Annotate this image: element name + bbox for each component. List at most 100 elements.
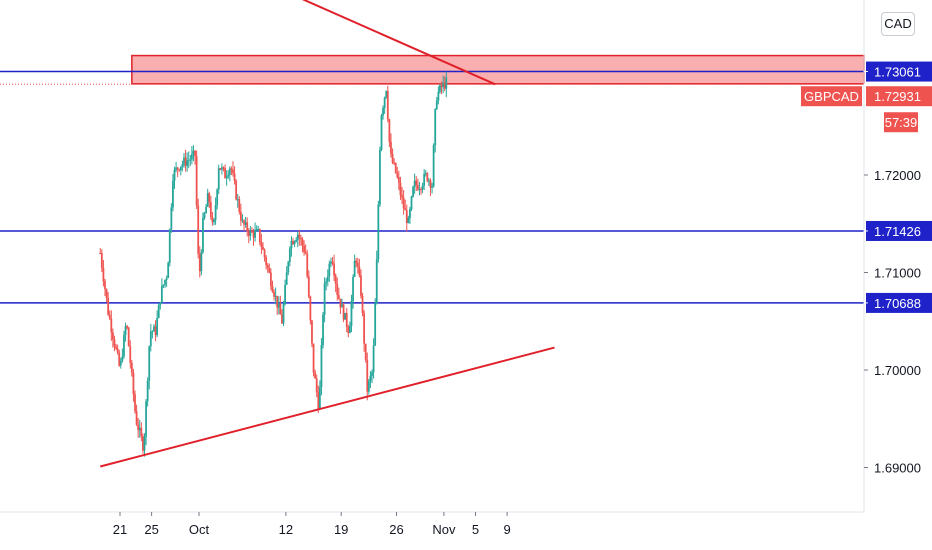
candle-body-173[interactable]	[372, 345, 375, 373]
candle-body-101[interactable]	[258, 228, 261, 243]
candle-body-168[interactable]	[364, 343, 367, 360]
candle-body-21[interactable]	[132, 372, 135, 395]
candle-body-6[interactable]	[108, 314, 111, 319]
candle-body-84[interactable]	[232, 169, 234, 174]
candle-body-85[interactable]	[233, 173, 236, 181]
candle-body-48[interactable]	[175, 167, 177, 170]
candle-body-58[interactable]	[190, 154, 193, 160]
candle-body-110[interactable]	[273, 291, 275, 297]
candle-body-188[interactable]	[396, 172, 399, 178]
candle-body-123[interactable]	[293, 241, 296, 245]
candle-body-196[interactable]	[409, 209, 411, 219]
candle-body-155[interactable]	[344, 312, 347, 320]
candle-body-88[interactable]	[238, 199, 241, 212]
candle-body-35[interactable]	[154, 326, 157, 336]
candle-body-140[interactable]	[320, 345, 323, 388]
candle-body-138[interactable]	[317, 392, 320, 410]
candle-body-193[interactable]	[404, 208, 407, 211]
candle-body-170[interactable]	[367, 380, 370, 392]
candle-body-47[interactable]	[173, 169, 176, 181]
candle-body-203[interactable]	[420, 189, 422, 191]
candle-body-159[interactable]	[350, 301, 353, 327]
candle-body-16[interactable]	[124, 326, 127, 336]
candle-body-205[interactable]	[423, 173, 426, 186]
candle-body-55[interactable]	[186, 160, 189, 166]
candle-body-182[interactable]	[386, 91, 389, 120]
candle-body-109[interactable]	[271, 286, 274, 292]
candle-body-86[interactable]	[235, 180, 238, 200]
candle-body-190[interactable]	[399, 182, 402, 195]
candle-body-141[interactable]	[322, 314, 324, 346]
candle-body-104[interactable]	[263, 249, 266, 258]
candle-body-134[interactable]	[311, 320, 313, 344]
candle-body-2[interactable]	[102, 267, 105, 282]
candle-body-87[interactable]	[236, 199, 239, 201]
plot-area[interactable]	[0, 0, 865, 468]
candle-body-53[interactable]	[183, 157, 185, 165]
candle-body-111[interactable]	[274, 295, 277, 297]
candle-body-96[interactable]	[251, 230, 253, 233]
candle-body-100[interactable]	[257, 228, 260, 230]
candle-body-1[interactable]	[100, 253, 103, 268]
candle-body-73[interactable]	[214, 205, 217, 220]
candle-body-135[interactable]	[312, 343, 315, 373]
candle-body-154[interactable]	[342, 304, 345, 320]
candle-body-30[interactable]	[146, 380, 149, 402]
candle-body-98[interactable]	[254, 230, 256, 238]
candle-body-63[interactable]	[198, 253, 201, 272]
candle-body-97[interactable]	[252, 232, 255, 238]
candle-body-65[interactable]	[202, 218, 204, 253]
candle-body-60[interactable]	[194, 150, 196, 157]
candle-body-14[interactable]	[121, 356, 124, 361]
candle-body-201[interactable]	[416, 185, 419, 190]
candle-body-79[interactable]	[224, 167, 226, 179]
candle-body-67[interactable]	[205, 206, 208, 214]
time-axis[interactable]: 21 25 Oct 12 19 26 Nov 5 9	[113, 512, 511, 537]
candle-body-17[interactable]	[126, 326, 129, 328]
candle-body-167[interactable]	[363, 312, 366, 344]
candle-body-69[interactable]	[208, 193, 211, 203]
candle-body-18[interactable]	[127, 327, 130, 347]
candle-body-81[interactable]	[227, 174, 230, 177]
candle-body-158[interactable]	[348, 326, 351, 334]
candle-body-150[interactable]	[336, 283, 339, 296]
candle-body-105[interactable]	[265, 257, 268, 265]
candle-body-124[interactable]	[295, 239, 298, 242]
candle-body-213[interactable]	[435, 100, 438, 110]
candle-body-204[interactable]	[421, 185, 424, 190]
candle-body-131[interactable]	[306, 253, 309, 277]
candle-body-189[interactable]	[397, 177, 400, 183]
candle-body-99[interactable]	[255, 229, 258, 231]
candle-body-62[interactable]	[197, 205, 200, 254]
candle-body-186[interactable]	[393, 162, 396, 164]
candle-body-32[interactable]	[149, 331, 152, 347]
candle-body-7[interactable]	[110, 318, 113, 333]
candle-body-108[interactable]	[269, 272, 272, 287]
candle-body-54[interactable]	[184, 157, 187, 166]
candle-body-164[interactable]	[358, 266, 361, 276]
candle-body-147[interactable]	[331, 261, 334, 264]
candle-body-195[interactable]	[407, 218, 410, 223]
candle-body-133[interactable]	[309, 296, 312, 321]
candle-body-144[interactable]	[326, 276, 329, 282]
candle-body-180[interactable]	[383, 97, 386, 108]
candle-body-151[interactable]	[337, 295, 340, 299]
candle-body-126[interactable]	[298, 234, 301, 238]
candle-body-27[interactable]	[142, 436, 144, 451]
candle-body-80[interactable]	[225, 176, 228, 179]
candle-body-146[interactable]	[330, 261, 332, 264]
candle-body-50[interactable]	[178, 169, 181, 171]
candle-body-187[interactable]	[394, 162, 397, 173]
trendline-lower[interactable]	[99, 346, 555, 468]
candle-body-132[interactable]	[307, 276, 310, 297]
candle-body-74[interactable]	[216, 189, 219, 206]
candle-body-52[interactable]	[181, 164, 184, 167]
candle-body-214[interactable]	[437, 91, 440, 101]
candle-body-177[interactable]	[379, 149, 381, 205]
candle-body-143[interactable]	[325, 281, 328, 284]
candle-body-178[interactable]	[380, 115, 383, 150]
candle-body-43[interactable]	[167, 262, 170, 279]
candle-body-181[interactable]	[385, 91, 388, 98]
candle-body-202[interactable]	[418, 189, 421, 191]
